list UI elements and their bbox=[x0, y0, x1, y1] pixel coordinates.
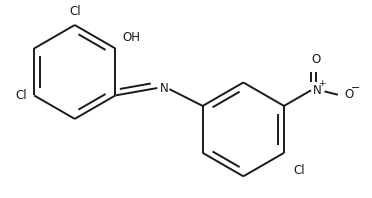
Text: O: O bbox=[344, 88, 354, 101]
Text: N: N bbox=[313, 84, 322, 97]
Text: OH: OH bbox=[122, 31, 140, 44]
Text: +: + bbox=[318, 79, 326, 88]
Text: Cl: Cl bbox=[16, 89, 28, 102]
Text: −: − bbox=[351, 83, 360, 93]
Text: Cl: Cl bbox=[293, 164, 305, 177]
Text: O: O bbox=[311, 53, 320, 66]
Text: Cl: Cl bbox=[69, 5, 81, 18]
Text: N: N bbox=[160, 82, 168, 95]
